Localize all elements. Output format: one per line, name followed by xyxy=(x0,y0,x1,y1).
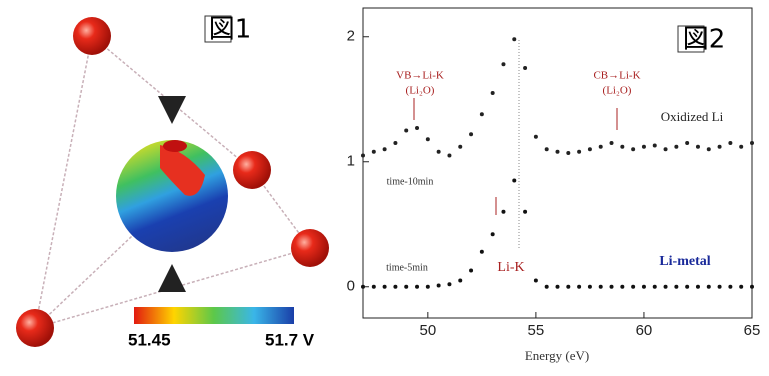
annotation: Li-metal xyxy=(659,254,710,269)
colorbar-label: 51.45 xyxy=(128,330,171,349)
data-point xyxy=(361,284,365,289)
data-point xyxy=(641,284,646,289)
data-point xyxy=(371,284,376,289)
data-point xyxy=(566,151,571,155)
data-point xyxy=(598,144,603,149)
annotation: Li-K xyxy=(497,260,524,275)
data-point xyxy=(631,284,636,289)
data-point xyxy=(479,112,484,117)
figure-label: 図2 xyxy=(683,25,726,55)
data-point xyxy=(717,144,722,149)
data-point xyxy=(436,149,441,154)
data-point xyxy=(609,141,614,145)
figure-label: 図1 xyxy=(209,15,252,45)
data-point xyxy=(501,62,506,67)
data-point xyxy=(566,284,571,289)
data-point xyxy=(382,147,387,152)
data-point xyxy=(544,147,549,152)
data-point xyxy=(512,37,517,42)
data-point xyxy=(652,143,657,148)
data-point xyxy=(652,284,657,289)
data-point xyxy=(425,284,430,289)
data-point xyxy=(469,132,474,137)
data-point xyxy=(479,249,484,254)
data-point xyxy=(523,66,528,70)
data-point xyxy=(609,284,614,289)
plot-frame xyxy=(362,7,753,319)
diagram: 図1 51.45 51.7 V xyxy=(16,15,329,349)
colorbar-label: 51.7 V xyxy=(265,330,315,349)
data-point xyxy=(750,141,754,145)
data-point xyxy=(587,147,592,152)
data-point xyxy=(620,284,625,289)
data-point xyxy=(490,91,495,95)
x-axis-label: Energy (eV) xyxy=(525,348,589,363)
annotation: (Li₂O) xyxy=(406,85,435,97)
chart: 図2 VB→Li-K (Li₂O) CB→Li-K (Li₂O) Oxidize… xyxy=(347,7,761,363)
data-point xyxy=(404,128,409,133)
y-tick-label: 2 xyxy=(347,28,355,45)
data-point xyxy=(674,284,679,289)
data-point xyxy=(739,144,744,149)
data-point xyxy=(415,284,420,289)
data-point xyxy=(447,282,452,287)
data-point xyxy=(533,278,538,283)
data-point xyxy=(361,153,365,158)
annotation: Oxidized Li xyxy=(661,109,724,124)
data-point xyxy=(577,149,582,154)
annotation: CB→Li-K xyxy=(593,70,640,82)
data-point xyxy=(750,284,754,289)
data-point xyxy=(469,268,474,273)
annotation: VB→Li-K xyxy=(396,70,444,82)
data-point xyxy=(641,144,646,149)
data-point xyxy=(663,284,668,289)
data-point xyxy=(501,209,506,214)
data-point xyxy=(587,284,592,289)
annotation: time-10min xyxy=(387,176,434,187)
data-point xyxy=(577,284,582,289)
data-point xyxy=(436,283,441,288)
data-point xyxy=(393,141,398,145)
data-point xyxy=(544,284,549,289)
x-tick-label: 65 xyxy=(744,322,761,339)
data-point xyxy=(393,284,398,289)
data-point xyxy=(404,284,409,289)
data-point xyxy=(695,284,700,289)
data-point xyxy=(533,134,538,139)
y-tick-label: 1 xyxy=(347,153,355,170)
data-point xyxy=(555,149,560,154)
data-point xyxy=(663,147,668,152)
annotation: (Li₂O) xyxy=(603,85,632,97)
data-point xyxy=(458,144,463,149)
data-point xyxy=(415,126,420,130)
data-point xyxy=(371,149,376,154)
data-point xyxy=(685,141,690,145)
data-point xyxy=(447,153,452,158)
data-point xyxy=(490,232,495,237)
data-point xyxy=(739,284,744,289)
data-point xyxy=(523,209,528,214)
data-point xyxy=(425,137,430,142)
data-point xyxy=(728,284,733,289)
data-point xyxy=(598,284,603,289)
data-point xyxy=(512,178,517,183)
data-point xyxy=(728,141,733,145)
annotation: time-5min xyxy=(386,262,428,273)
data-point xyxy=(555,284,560,289)
data-point xyxy=(706,147,711,152)
data-point xyxy=(717,284,722,289)
data-point xyxy=(695,144,700,149)
data-point xyxy=(706,284,711,289)
x-tick-label: 60 xyxy=(636,322,653,339)
data-point xyxy=(620,144,625,149)
x-tick-label: 55 xyxy=(528,322,545,339)
data-point xyxy=(631,147,636,152)
data-point xyxy=(382,284,387,289)
y-tick-label: 0 xyxy=(347,278,355,295)
data-point xyxy=(674,144,679,149)
x-tick-label: 50 xyxy=(419,322,436,339)
data-point xyxy=(458,278,463,283)
data-point xyxy=(685,284,690,289)
